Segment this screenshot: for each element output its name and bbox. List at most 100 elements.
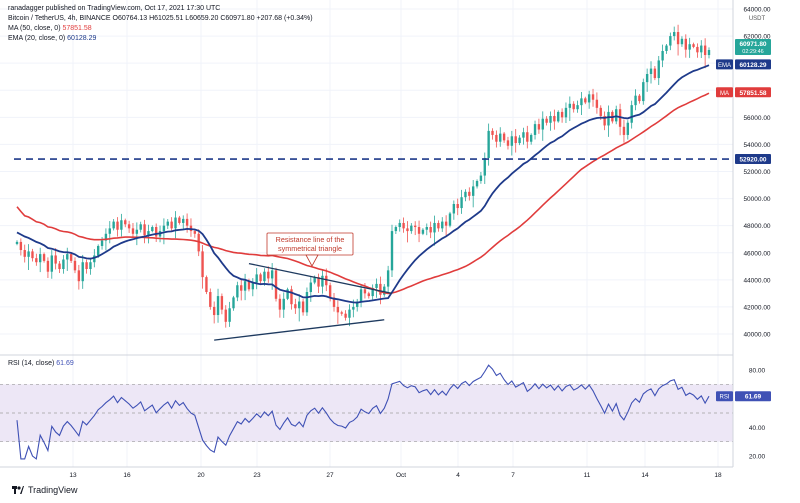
candle: [154, 223, 158, 242]
tradingview-logo[interactable]: TradingView: [12, 485, 78, 495]
candle: [267, 266, 270, 283]
candle: [212, 301, 216, 324]
candle: [66, 247, 69, 271]
candle: [437, 220, 440, 232]
candle: [170, 217, 173, 232]
price-tick-label: 48000.00: [743, 223, 770, 230]
candle: [526, 125, 529, 149]
candle: [127, 220, 131, 233]
candle: [371, 284, 374, 300]
triangle-support-line: [214, 319, 385, 341]
candle: [568, 96, 572, 122]
rsi-line: [16, 364, 710, 460]
candle: [147, 224, 150, 244]
candle: [448, 211, 452, 228]
candle: [301, 298, 305, 316]
candle: [336, 300, 340, 324]
candle: [676, 24, 680, 56]
candle: [31, 248, 34, 262]
candle: [290, 285, 293, 310]
price-tick-label: 46000.00: [743, 250, 770, 257]
time-tick-label: 13: [69, 472, 77, 479]
candle: [19, 238, 23, 256]
candle: [81, 254, 84, 289]
candle: [398, 219, 401, 232]
ema-price-tag: 60128.29 EMA: [716, 59, 771, 70]
candle: [429, 221, 432, 239]
svg-text:RSI: RSI: [719, 395, 729, 401]
svg-text:60971.80: 60971.80: [739, 41, 766, 48]
candle: [468, 187, 471, 201]
candle: [390, 224, 394, 278]
candle: [46, 257, 50, 279]
tradingview-logo-text: TradingView: [28, 485, 78, 495]
candle: [700, 40, 703, 59]
price-tick-label: 56000.00: [743, 115, 770, 122]
candle: [549, 111, 552, 131]
candle: [139, 221, 142, 233]
candle: [344, 310, 347, 321]
candle: [394, 225, 398, 235]
candle: [603, 111, 606, 131]
price-axis[interactable]: USDT64000.0062000.0060000.0058000.005600…: [743, 7, 770, 339]
candle: [560, 108, 564, 123]
candle: [441, 217, 444, 232]
rsi-tick-label: 20.00: [749, 454, 766, 461]
rsi-legend[interactable]: RSI (14, close) 61.69: [8, 360, 74, 367]
candle: [433, 215, 436, 246]
ma-50-line: [16, 92, 710, 295]
candle: [499, 127, 502, 147]
candle: [15, 240, 19, 246]
candle: [707, 47, 711, 59]
candle: [131, 222, 135, 239]
candle: [553, 109, 556, 130]
candle: [576, 100, 579, 113]
ema-legend-label: EMA (20, close, 0): [8, 35, 66, 42]
candle: [50, 250, 53, 279]
annotation-callout: Resistance line of the symmetrical trian…: [266, 232, 354, 267]
candle: [348, 304, 351, 327]
candle: [587, 90, 591, 109]
candle: [182, 215, 185, 230]
candle: [69, 252, 73, 263]
candle: [73, 257, 77, 274]
candle: [661, 44, 664, 68]
candle: [584, 96, 587, 105]
rsi-legend-value: 61.69: [56, 360, 74, 367]
candle: [116, 217, 119, 237]
rsi-tick-label: 80.00: [749, 368, 766, 375]
candle: [298, 294, 301, 322]
candle: [622, 119, 626, 143]
time-tick-label: 11: [584, 472, 591, 479]
price-tick-label: 50000.00: [743, 196, 770, 203]
candle: [62, 255, 65, 274]
candle: [263, 268, 266, 286]
ma-legend[interactable]: MA (50, close, 0) 57851.58: [8, 25, 92, 32]
candle: [673, 26, 676, 41]
candle: [406, 221, 409, 243]
candle: [653, 66, 657, 81]
candle: [166, 219, 169, 230]
candle: [201, 245, 204, 289]
candle: [495, 130, 498, 148]
triangle-resistance-line: [248, 262, 393, 295]
candle: [696, 43, 699, 58]
quote-unit-label: USDT: [749, 16, 766, 22]
candle: [580, 92, 583, 116]
candle: [665, 43, 668, 54]
ma-legend-label: MA (50, close, 0): [8, 25, 61, 32]
candle: [475, 179, 479, 189]
candle: [85, 259, 88, 274]
annotation-pointer: [305, 254, 319, 267]
candle: [607, 105, 610, 137]
time-axis[interactable]: 13 16 20 23 27 Oct 4 7 11 14 18: [69, 472, 722, 479]
candle: [178, 215, 181, 225]
candle: [220, 293, 224, 315]
candle: [216, 288, 220, 323]
ema-legend[interactable]: EMA (20, close, 0) 60128.29: [8, 35, 96, 42]
candle: [340, 310, 343, 316]
